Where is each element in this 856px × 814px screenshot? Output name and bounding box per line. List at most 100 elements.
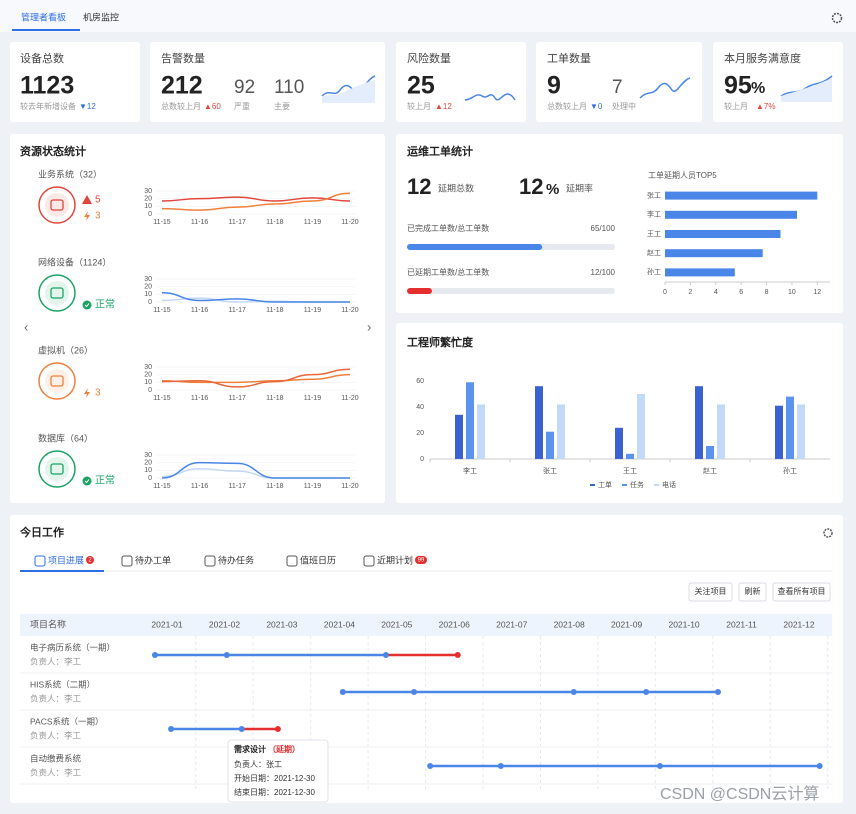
y-tick-label: 20 [144, 372, 152, 379]
y-tick-label: 10 [144, 203, 152, 210]
kpi-value: 95 [724, 72, 752, 100]
milestone[interactable] [382, 652, 389, 658]
tab[interactable]: 机房监控 [83, 11, 119, 22]
x-tick-label: 孙工 [783, 466, 797, 475]
stat-unit: % [546, 181, 559, 198]
y-tick-label: 0 [148, 299, 152, 306]
tab-icon [121, 555, 133, 567]
next-arrow[interactable]: › [367, 319, 371, 334]
x-tick-label: 王工 [623, 467, 637, 475]
progress-value: 65/100 [591, 224, 616, 233]
bar [665, 191, 818, 200]
milestone[interactable] [656, 763, 663, 769]
sparkline-area [322, 80, 375, 103]
badge-text: 99 [418, 558, 425, 564]
tab[interactable]: 值班日历 [300, 554, 336, 565]
kpi-title: 本月服务满意度 [724, 51, 801, 65]
stat-value: 12 [519, 174, 543, 199]
tab-icon [363, 555, 375, 567]
x-tick-label: 11-15 [153, 483, 170, 490]
bar [775, 405, 783, 459]
sparkline [639, 77, 691, 99]
tooltip-line: 负责人：张工 [234, 759, 282, 769]
resource-icon-ring [38, 274, 76, 312]
x-tick-label: 11-19 [304, 395, 321, 402]
tab[interactable]: 管理者看板 [21, 11, 66, 22]
milestone[interactable] [151, 652, 158, 658]
delay-end [274, 726, 281, 732]
x-tick-label: 6 [739, 289, 743, 296]
x-tick-label: 10 [788, 289, 796, 296]
project-name: HIS系统（二期） [30, 679, 95, 689]
kpi-title: 工单数量 [547, 52, 591, 65]
milestone[interactable] [497, 763, 504, 769]
resource-icon [45, 193, 69, 217]
stat-value: 12 [407, 174, 431, 199]
settings-icon[interactable] [823, 528, 833, 538]
legend-label: 工单 [598, 480, 612, 489]
button[interactable] [738, 582, 767, 602]
milestone[interactable] [223, 652, 230, 658]
y-tick-label: 30 [144, 276, 152, 283]
project-owner: 负责人：李工 [30, 693, 82, 703]
tab-icon [204, 555, 216, 567]
y-tick-label: 李工 [647, 210, 661, 219]
milestone[interactable] [643, 689, 650, 695]
milestone[interactable] [411, 689, 418, 695]
kpi-note: 较去年新增设备 [20, 101, 76, 111]
kpi-value: 25 [407, 72, 435, 100]
milestone[interactable] [238, 726, 245, 732]
progress-label: 已延期工单数/总工单数 [407, 267, 489, 277]
button[interactable] [688, 582, 733, 602]
x-tick-label: 11-19 [304, 483, 321, 490]
button-label[interactable]: 关注项目 [695, 586, 727, 596]
button-label[interactable]: 刷新 [745, 586, 761, 596]
milestone[interactable] [816, 763, 823, 769]
milestone[interactable] [427, 763, 434, 769]
kpi-extra-label: 严重 [234, 101, 250, 111]
stat-label: 延期总数 [438, 182, 474, 193]
y-tick-label: 20 [144, 460, 152, 467]
x-tick-label: 12 [813, 289, 821, 296]
kpi-extra-label: 处理中 [612, 101, 636, 111]
bar [797, 404, 805, 459]
milestone[interactable] [714, 689, 721, 695]
project-name: PACS系统（一期） [30, 716, 104, 726]
x-tick-label: 11-20 [341, 395, 358, 402]
kpi-note: 总数较上月 [547, 101, 587, 111]
progress-label: 已完成工单数/总工单数 [407, 223, 489, 233]
month-label: 2021-01 [151, 619, 182, 629]
milestone[interactable] [570, 689, 577, 695]
tab[interactable]: 待办工单 [135, 554, 171, 565]
project-name: 电子病历系统（一期） [30, 642, 115, 652]
kpi-delta: ▲12 [435, 102, 452, 111]
milestone[interactable] [168, 726, 175, 732]
kpi-extra-label: 主要 [274, 101, 290, 111]
milestone[interactable] [339, 689, 346, 695]
prev-arrow[interactable]: ‹ [24, 319, 28, 334]
panel [10, 515, 843, 803]
resource-icon-ring [38, 186, 76, 224]
check-mark [84, 479, 90, 484]
kpi-value: 1123 [20, 72, 74, 100]
month-label: 2021-04 [324, 619, 355, 629]
kpi-note: 较上月 [724, 101, 748, 111]
button-label[interactable]: 查看所有项目 [778, 586, 826, 596]
badge-text: 2 [88, 558, 92, 564]
settings-icon[interactable] [831, 12, 843, 24]
tab[interactable]: 近期计划 [377, 554, 413, 565]
resource-name: 虚拟机（26） [38, 344, 93, 355]
panel-title: 工程师繁忙度 [407, 335, 474, 349]
tab[interactable]: 项目进展 [48, 555, 84, 565]
y-tick-label: 0 [148, 211, 152, 218]
kpi-delta: ▼12 [79, 102, 96, 111]
kpi-extra-value: 110 [274, 77, 304, 98]
tab[interactable]: 待办任务 [218, 554, 254, 565]
button[interactable] [772, 582, 831, 602]
y-tick-label: 20 [416, 430, 424, 437]
resource-icon [45, 457, 69, 481]
status-text: 正常 [95, 298, 115, 311]
gantt-header: 项目名称 [30, 618, 66, 629]
bar [615, 427, 623, 459]
